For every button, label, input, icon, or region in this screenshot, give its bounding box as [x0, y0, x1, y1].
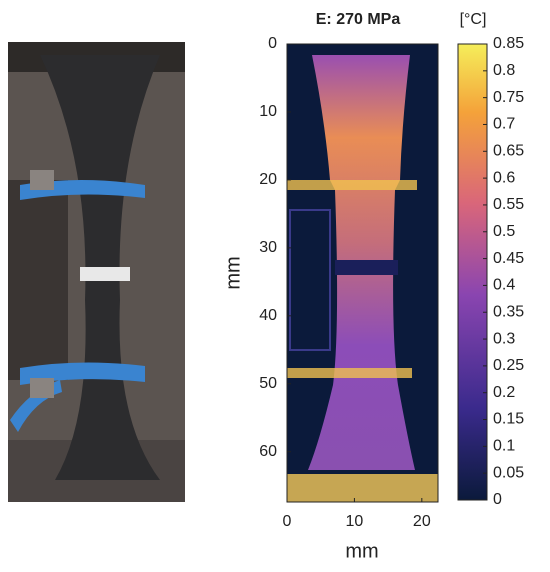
y-tick-label: 50 — [259, 375, 277, 392]
y-label: mm — [222, 256, 244, 289]
colorbar-tick-label: 0.55 — [493, 196, 524, 213]
colorbar-tick-label: 0.1 — [493, 438, 515, 455]
colorbar-tick-label: 0.25 — [493, 357, 524, 374]
y-tick-label: 30 — [259, 239, 277, 256]
colorbar-tick-label: 0.7 — [493, 116, 515, 133]
thermal-image — [286, 43, 439, 503]
colorbar-tick-label: 0.35 — [493, 303, 524, 320]
photo — [8, 42, 185, 502]
colorbar — [457, 43, 488, 501]
colorbar-tick-label: 0.5 — [493, 223, 515, 240]
x-label: mm — [345, 540, 378, 562]
colorbar-tick-label: 0.8 — [493, 62, 515, 79]
colorbar-tick-label: 0.3 — [493, 330, 515, 347]
y-tick-label: 20 — [259, 171, 277, 188]
colorbar-label: [°C] — [460, 11, 487, 28]
y-tick-label: 60 — [259, 443, 277, 460]
colorbar-tick-label: 0.75 — [493, 89, 524, 106]
colorbar-tick-label: 0.6 — [493, 169, 515, 186]
colorbar-tick-label: 0.4 — [493, 277, 515, 294]
x-tick-label: 20 — [413, 513, 431, 530]
colorbar-tick-label: 0.65 — [493, 143, 524, 160]
colorbar-tick-label: 0 — [493, 491, 502, 508]
colorbar-tick-label: 0.05 — [493, 464, 524, 481]
colorbar-tick-label: 0.15 — [493, 411, 524, 428]
colorbar-tick-label: 0.85 — [493, 35, 524, 52]
y-tick-label: 0 — [268, 35, 277, 52]
colorbar-tick-label: 0.45 — [493, 250, 524, 267]
x-tick-label: 0 — [283, 513, 292, 530]
colorbar-tick-label: 0.2 — [493, 384, 515, 401]
title: E: 270 MPa — [316, 11, 401, 28]
x-tick-label: 10 — [346, 513, 364, 530]
y-tick-label: 10 — [259, 103, 277, 120]
y-tick-label: 40 — [259, 307, 277, 324]
